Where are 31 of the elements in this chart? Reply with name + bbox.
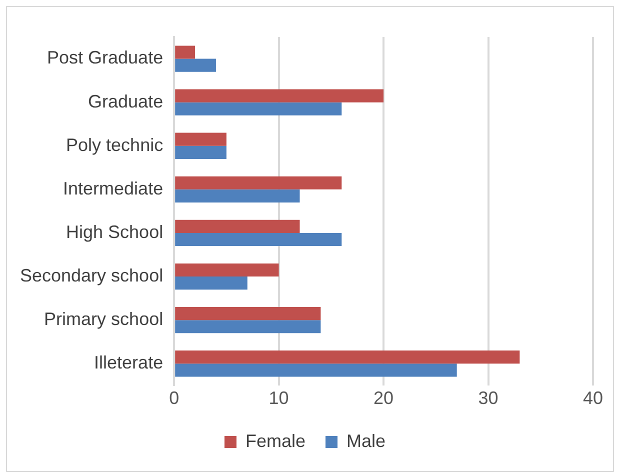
y-tick-label: Primary school <box>44 309 164 330</box>
y-tick-label: Illeterate <box>94 352 164 373</box>
y-tick-label: High School <box>66 222 164 242</box>
bar <box>175 46 196 59</box>
bar <box>175 307 321 320</box>
y-tick-label: Intermediate <box>63 178 164 198</box>
x-tick-label: 40 <box>582 388 604 408</box>
x-tick-label: 20 <box>374 388 394 408</box>
y-tick-label: Graduate <box>88 91 164 112</box>
bar <box>175 263 279 277</box>
x-tick-label: 0 <box>169 388 180 408</box>
y-tick-label: Poly technic <box>66 134 164 155</box>
bar <box>175 232 342 246</box>
y-tick-label: Post Graduate <box>47 48 164 68</box>
bar <box>175 189 300 202</box>
bar <box>175 132 226 146</box>
y-tick-label: Secondary school <box>20 265 164 286</box>
x-tick-label: 10 <box>268 388 289 408</box>
bar <box>175 364 457 377</box>
bar <box>175 146 226 159</box>
bar <box>175 58 216 72</box>
x-tick-label: 30 <box>478 388 498 408</box>
bar <box>175 176 342 190</box>
bar <box>175 89 384 102</box>
bar <box>175 320 321 334</box>
legend-label: Female <box>245 430 306 451</box>
legend-label: Male <box>346 430 386 451</box>
bar <box>175 220 300 233</box>
bar <box>175 276 248 290</box>
bar <box>175 102 342 116</box>
bar <box>175 350 520 364</box>
